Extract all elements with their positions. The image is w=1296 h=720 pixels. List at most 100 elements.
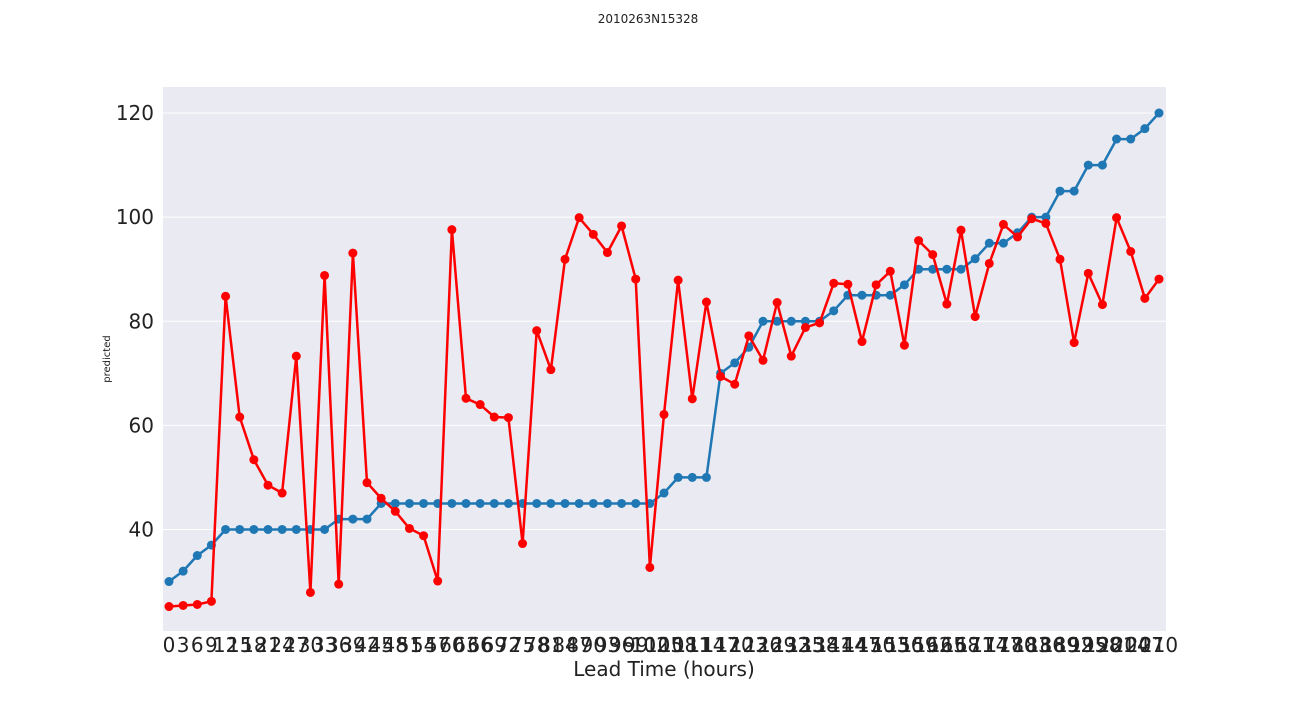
data-point: [1013, 232, 1023, 242]
data-point: [871, 280, 881, 290]
data-point: [758, 355, 768, 365]
data-point: [1027, 214, 1037, 224]
data-point: [857, 290, 867, 300]
data-point: [645, 562, 655, 572]
data-point: [1083, 268, 1093, 278]
data-point: [843, 279, 853, 289]
x-tick-label: 84: [552, 633, 577, 657]
x-tick-label: 180: [998, 633, 1036, 657]
x-tick-label: 141: [815, 633, 853, 657]
data-point: [956, 264, 966, 274]
data-point: [631, 274, 641, 284]
data-point: [1126, 134, 1136, 144]
y-tick-label: 120: [116, 101, 154, 125]
x-tick-label: 186: [1027, 633, 1065, 657]
data-point: [1041, 212, 1051, 222]
x-tick-label: 21: [255, 633, 280, 657]
x-tick-label: 123: [730, 633, 768, 657]
x-tick-label: 108: [659, 633, 697, 657]
x-tick-label: 15: [227, 633, 252, 657]
data-point: [419, 531, 429, 541]
data-point: [970, 254, 980, 264]
x-tick-label: 96: [609, 633, 634, 657]
data-point: [419, 498, 429, 508]
x-tick-label: 54: [411, 633, 436, 657]
data-point: [447, 225, 457, 235]
data-point: [1055, 186, 1065, 196]
x-tick-label: 156: [885, 633, 923, 657]
data-point: [588, 498, 598, 508]
x-tick-label: 45: [368, 633, 393, 657]
data-point: [617, 221, 627, 231]
data-point: [631, 498, 641, 508]
data-point: [1140, 293, 1150, 303]
x-tick-label: 33: [312, 633, 337, 657]
data-point: [758, 316, 768, 326]
data-point: [899, 280, 909, 290]
data-point: [942, 299, 952, 309]
x-tick-label: 69: [482, 633, 507, 657]
data-point: [475, 498, 485, 508]
data-point: [489, 412, 499, 422]
data-point: [998, 238, 1008, 248]
y-tick-label: 100: [116, 205, 154, 229]
x-tick-label: 99: [623, 633, 648, 657]
data-point: [404, 523, 414, 533]
x-tick-label: 135: [786, 633, 824, 657]
data-point: [829, 306, 839, 316]
data-point: [263, 480, 273, 490]
data-point: [447, 498, 457, 508]
x-tick-label: 0: [163, 633, 176, 657]
x-tick-label: 81: [538, 633, 563, 657]
x-tick-label: 174: [970, 633, 1008, 657]
x-tick-label: 27: [284, 633, 309, 657]
data-point: [701, 297, 711, 307]
data-point: [956, 225, 966, 235]
x-tick-label: 90: [581, 633, 606, 657]
x-tick-label: 207: [1126, 633, 1164, 657]
data-point: [984, 258, 994, 268]
x-tick-label: 129: [758, 633, 796, 657]
data-point: [914, 236, 924, 246]
series-0: [164, 108, 1164, 587]
x-tick-label: 72: [496, 633, 521, 657]
x-tick-label: 126: [744, 633, 782, 657]
data-point: [221, 524, 231, 534]
data-point: [673, 275, 683, 285]
data-point: [588, 229, 598, 239]
x-tick-label: 150: [857, 633, 895, 657]
x-tick-label: 189: [1041, 633, 1079, 657]
x-tick-label: 3: [177, 633, 190, 657]
data-point: [164, 577, 174, 587]
x-tick-label: 159: [899, 633, 937, 657]
data-point: [800, 316, 810, 326]
x-tick-label: 195: [1069, 633, 1107, 657]
data-point: [560, 254, 570, 264]
data-point: [164, 602, 174, 612]
data-point: [829, 278, 839, 288]
y-tick-label: 60: [129, 413, 154, 437]
x-tick-label: 9: [205, 633, 218, 657]
data-point: [320, 524, 330, 534]
x-tick-label: 138: [800, 633, 838, 657]
series-1: [164, 213, 1164, 612]
y-axis-ticks: 40 60 80 100 120: [116, 101, 154, 541]
data-point: [334, 579, 344, 589]
data-point: [602, 498, 612, 508]
data-point: [263, 524, 273, 534]
x-tick-label: 93: [595, 633, 620, 657]
x-tick-label: 171: [956, 633, 994, 657]
data-point: [461, 498, 471, 508]
data-point: [1055, 254, 1065, 264]
data-point: [221, 291, 231, 301]
x-tick-label: 117: [701, 633, 739, 657]
data-point: [942, 264, 952, 274]
data-point: [235, 524, 245, 534]
grid-lines: [163, 112, 1166, 530]
x-tick-label: 36: [326, 633, 351, 657]
data-point: [433, 576, 443, 586]
x-tick-label: 24: [269, 633, 294, 657]
x-tick-label: 198: [1083, 633, 1121, 657]
x-tick-label: 57: [425, 633, 450, 657]
